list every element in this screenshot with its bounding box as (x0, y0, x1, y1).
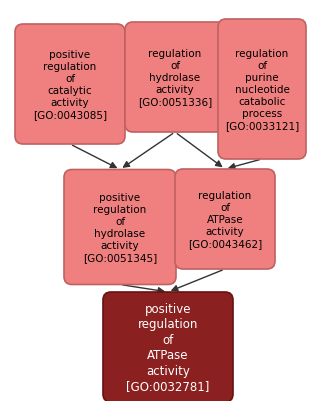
FancyBboxPatch shape (103, 292, 233, 401)
Text: regulation
of
hydrolase
activity
[GO:0051336]: regulation of hydrolase activity [GO:005… (138, 49, 212, 107)
FancyBboxPatch shape (64, 170, 176, 285)
Text: positive
regulation
of
ATPase
activity
[GO:0032781]: positive regulation of ATPase activity [… (126, 302, 210, 392)
FancyBboxPatch shape (15, 25, 125, 145)
FancyBboxPatch shape (125, 23, 225, 133)
Text: regulation
of
purine
nucleotide
catabolic
process
[GO:0033121]: regulation of purine nucleotide cataboli… (225, 49, 299, 131)
FancyBboxPatch shape (175, 170, 275, 269)
FancyBboxPatch shape (218, 20, 306, 160)
Text: positive
regulation
of
catalytic
activity
[GO:0043085]: positive regulation of catalytic activit… (33, 50, 107, 120)
Text: positive
regulation
of
hydrolase
activity
[GO:0051345]: positive regulation of hydrolase activit… (83, 192, 157, 262)
Text: regulation
of
ATPase
activity
[GO:0043462]: regulation of ATPase activity [GO:004346… (188, 190, 262, 248)
